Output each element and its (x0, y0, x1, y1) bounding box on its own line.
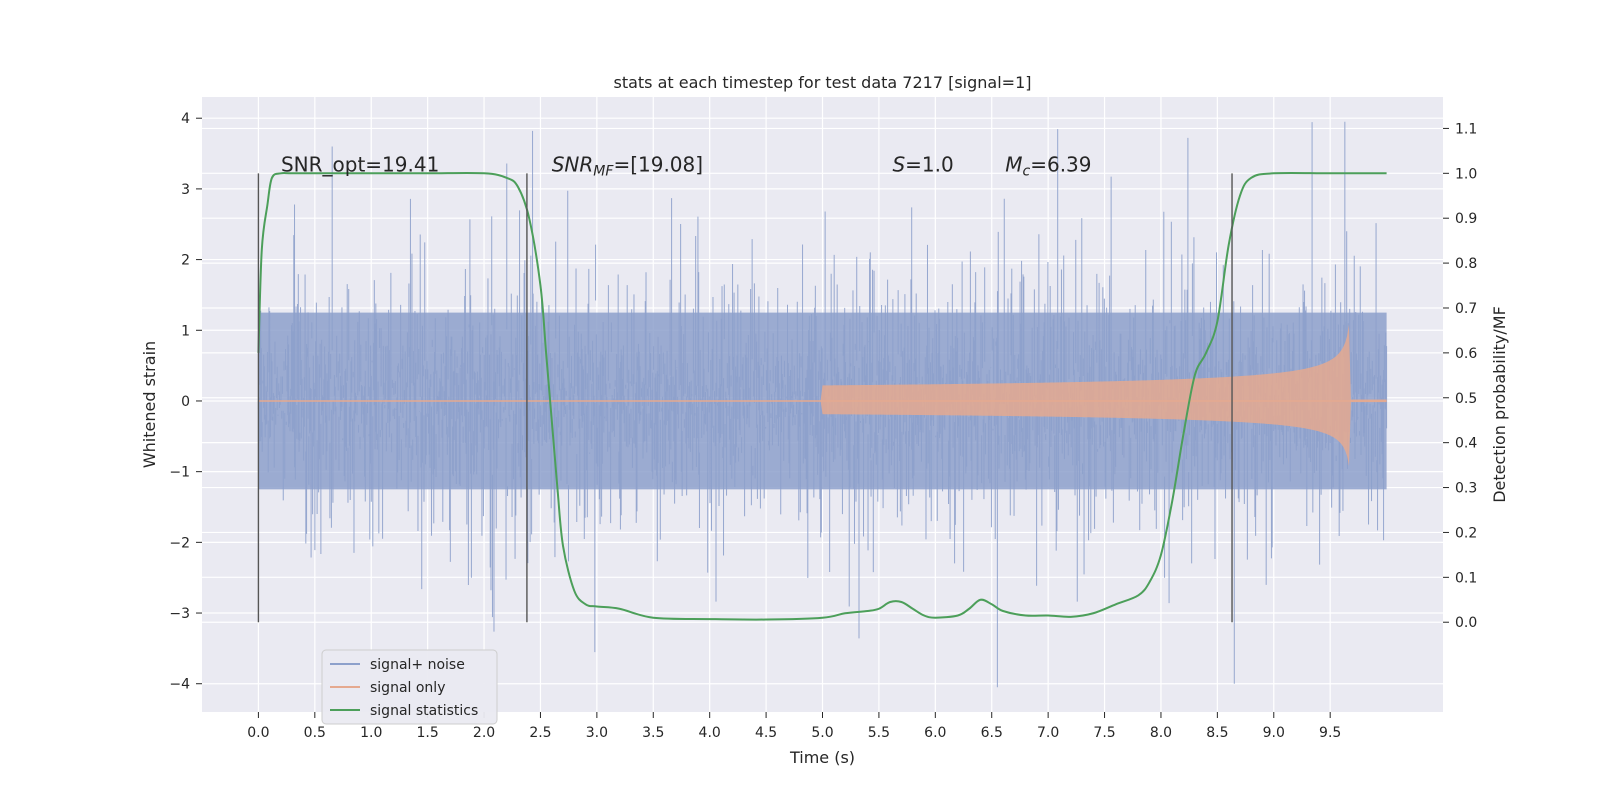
x-tick-label: 3.0 (586, 725, 608, 741)
chart-title: stats at each timestep for test data 721… (613, 73, 1031, 92)
x-tick-label: 8.5 (1206, 725, 1228, 741)
y-right-tick-label: 1.1 (1455, 121, 1477, 137)
y-tick-label: 0 (181, 394, 190, 410)
y-right-tick-label: 0.9 (1455, 211, 1477, 227)
x-tick-label: 2.0 (473, 725, 495, 741)
series-signal-only (258, 324, 1387, 466)
y-axis-right-ticks: 0.0 0.1 0.2 0.3 0.4 0.5 0.6 0.7 0.8 0.9 1.0 1.1 (1443, 121, 1477, 631)
x-tick-label: 6.5 (981, 725, 1003, 741)
annotation-text: SNRMF=[19.08] (552, 152, 703, 179)
annotation-text: SNR_opt=19.41 (281, 152, 439, 176)
y-tick-label: 2 (181, 253, 190, 269)
y-right-tick-label: 0.6 (1455, 346, 1477, 362)
y-right-tick-label: 0.2 (1455, 525, 1477, 541)
y-right-tick-label: 0.1 (1455, 570, 1477, 586)
x-tick-label: 3.5 (642, 725, 664, 741)
y-tick-label: 1 (181, 323, 190, 339)
y-right-tick-label: 0.0 (1455, 615, 1477, 631)
y-right-tick-label: 0.5 (1455, 391, 1477, 407)
legend-entry: signal only (370, 680, 445, 696)
x-tick-label: 7.0 (1037, 725, 1059, 741)
y-right-tick-label: 1.0 (1455, 166, 1477, 182)
signal-only-envelope (258, 324, 1387, 466)
x-tick-label: 4.0 (699, 725, 721, 741)
y-right-tick-label: 0.4 (1455, 436, 1477, 452)
y-right-tick-label: 0.7 (1455, 301, 1477, 317)
x-tick-label: 8.0 (1150, 725, 1172, 741)
x-tick-label: 5.0 (811, 725, 833, 741)
x-tick-label: 0.0 (247, 725, 269, 741)
y-tick-label: 3 (181, 182, 190, 198)
y-axis-label: Whitened strain (140, 341, 159, 468)
y-axis-right-label: Detection probability/MF (1490, 306, 1509, 503)
y-tick-label: −3 (169, 606, 190, 622)
signal-statistics-line (257, 171, 1387, 621)
y-tick-label: 4 (181, 111, 190, 127)
x-tick-label: 6.0 (924, 725, 946, 741)
x-axis-ticks: 0.0 0.5 1.0 1.5 2.0 2.5 3.0 3.5 4.0 4.5 5.0 5.5 6.0 6… (247, 712, 1341, 741)
legend-box (321, 649, 498, 725)
x-tick-label: 9.0 (1263, 725, 1285, 741)
y-right-tick-label: 0.3 (1455, 481, 1477, 497)
vertical-markers (257, 173, 1233, 623)
x-tick-label: 2.5 (529, 725, 551, 741)
annotations: SNR_opt=19.41 SNRMF=[19.08] S=1.0 Mc=6.39 (281, 152, 1092, 179)
y-tick-label: −2 (169, 535, 190, 551)
x-tick-label: 9.5 (1319, 725, 1341, 741)
legend-entry: signal+ noise (370, 657, 465, 673)
x-tick-label: 5.5 (868, 725, 890, 741)
x-tick-label: 1.0 (360, 725, 382, 741)
y-axis-ticks: −4 −3 −2 −1 0 1 2 3 4 (169, 111, 202, 693)
x-tick-label: 1.5 (417, 725, 439, 741)
legend-entry: signal statistics (370, 703, 478, 719)
legend: signal+ noise signal only signal statistic… (321, 649, 498, 725)
y-right-tick-label: 0.8 (1455, 256, 1477, 272)
y-tick-label: −4 (169, 677, 190, 693)
series-signal-statistics (257, 171, 1387, 621)
annotation-text: S=1.0 (892, 152, 953, 176)
annotation-text: Mc=6.39 (1005, 152, 1091, 179)
x-tick-label: 4.5 (755, 725, 777, 741)
y-tick-label: −1 (169, 465, 190, 481)
x-tick-label: 0.5 (304, 725, 326, 741)
x-axis-label: Time (s) (789, 748, 855, 767)
x-tick-label: 7.5 (1093, 725, 1115, 741)
